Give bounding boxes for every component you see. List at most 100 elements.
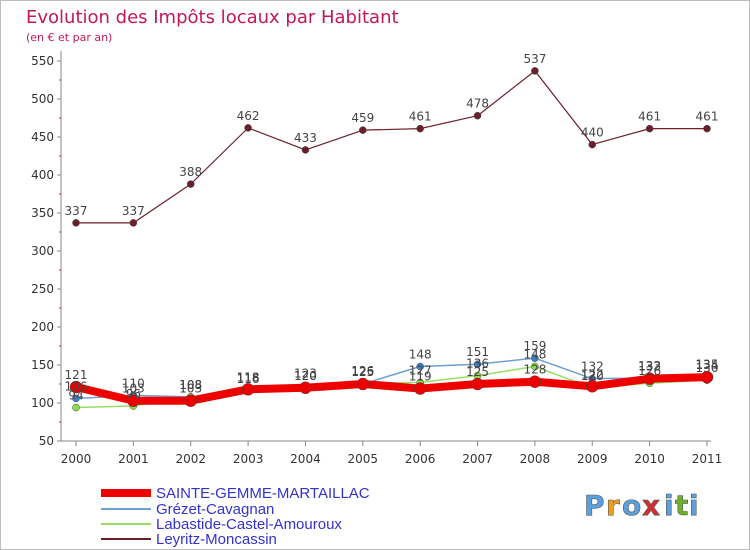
data-label-gr-zet-cavagnan: 118: [237, 370, 260, 384]
data-point-sainte-gemme-martaillac: [241, 383, 255, 396]
x-tick-label: 2008: [520, 452, 551, 466]
data-label-leyritz-moncassin: 461: [638, 110, 661, 124]
data-label-labastide-castel-amouroux: 148: [523, 348, 546, 362]
y-tick-label: 350: [31, 206, 54, 220]
data-point-sainte-gemme-martaillac: [69, 380, 83, 394]
data-point-leyritz-moncassin: [588, 140, 597, 149]
data-label-leyritz-moncassin: 388: [179, 165, 202, 179]
data-label-sainte-gemme-martaillac: 121: [65, 368, 88, 382]
y-tick-group: 50 100 150 200 250 300 350 400 450 500 550: [31, 54, 61, 448]
legend-label-labastide: Labastide-Castel-Amouroux: [156, 516, 342, 533]
logo-letter: t: [675, 489, 688, 522]
data-point-gr-zet-cavagnan: [72, 394, 80, 403]
y-tick-label: 150: [31, 358, 54, 372]
x-tick-label: 2003: [233, 452, 264, 466]
data-label-labastide-castel-amouroux: 120: [581, 369, 604, 383]
data-point-leyritz-moncassin: [72, 219, 80, 227]
data-label-sainte-gemme-martaillac: 134: [696, 358, 719, 372]
logo-letter: i: [664, 489, 674, 522]
series-line-sainte-gemme-martaillac: [72, 373, 711, 405]
y-tick-label: 100: [31, 396, 54, 410]
data-label-leyritz-moncassin: 459: [351, 111, 374, 125]
data-label-sainte-gemme-martaillac: 125: [466, 365, 489, 379]
data-label-leyritz-moncassin: 440: [581, 126, 604, 140]
data-point-sainte-gemme-martaillac: [413, 382, 427, 395]
data-label-labastide-castel-amouroux: 120: [294, 369, 317, 383]
series-group: [69, 67, 714, 412]
data-point-leyritz-moncassin: [129, 219, 138, 227]
x-tick-label: 2002: [175, 452, 206, 466]
y-tick-label: 50: [39, 434, 54, 448]
y-tick-label: 200: [31, 320, 54, 334]
x-tick-label: 2000: [61, 452, 92, 466]
data-label-labastide-castel-amouroux: 127: [409, 363, 432, 377]
data-point-labastide-castel-amouroux: [72, 403, 80, 412]
logo-letter: x: [642, 489, 660, 522]
data-point-sainte-gemme-martaillac: [299, 381, 312, 395]
y-tick-label: 550: [31, 54, 54, 68]
data-point-leyritz-moncassin: [244, 124, 252, 132]
y-tick-label: 400: [31, 168, 54, 182]
data-label-sainte-gemme-martaillac: 120: [294, 369, 317, 383]
x-tick-label: 2004: [290, 452, 321, 466]
data-label-sainte-gemme-martaillac: 128: [523, 363, 546, 377]
data-label-gr-zet-cavagnan: 135: [696, 357, 719, 371]
data-label-labastide-castel-amouroux: 108: [179, 378, 202, 392]
series-line-leyritz-moncassin: [75, 70, 708, 224]
data-point-leyritz-moncassin: [359, 126, 367, 134]
data-label-gr-zet-cavagnan: 133: [638, 359, 661, 373]
data-point-leyritz-moncassin: [645, 124, 654, 133]
data-label-leyritz-moncassin: 461: [409, 110, 432, 124]
chart-title: Evolution des Impôts locaux par Habitant: [26, 7, 399, 28]
data-label-leyritz-moncassin: 461: [696, 110, 719, 124]
data-point-leyritz-moncassin: [473, 111, 482, 120]
legend-label-leyritz: Leyritz-Moncassin: [156, 531, 277, 548]
data-label-sainte-gemme-martaillac: 103: [122, 382, 145, 396]
data-label-leyritz-moncassin: 478: [466, 97, 489, 111]
x-tick-label: 2010: [634, 452, 665, 466]
data-point-sainte-gemme-martaillac: [643, 372, 656, 385]
data-label-sainte-gemme-martaillac: 132: [638, 360, 661, 374]
data-point-gr-zet-cavagnan: [416, 362, 424, 371]
data-label-gr-zet-cavagnan: 106: [65, 379, 88, 393]
data-point-gr-zet-cavagnan: [531, 354, 539, 362]
data-label-gr-zet-cavagnan: 132: [581, 360, 604, 374]
data-label-labastide-castel-amouroux: 136: [466, 357, 489, 371]
data-point-leyritz-moncassin: [186, 180, 195, 188]
data-point-leyritz-moncassin: [416, 124, 424, 133]
data-label-sainte-gemme-martaillac: 122: [581, 367, 604, 381]
data-label-gr-zet-cavagnan: 123: [294, 367, 317, 381]
y-tick-label: 450: [31, 130, 54, 144]
x-tick-label: 2006: [405, 452, 436, 466]
data-point-leyritz-moncassin: [703, 124, 711, 133]
data-label-labastide-castel-amouroux: 126: [638, 364, 661, 378]
data-point-leyritz-moncassin: [531, 67, 539, 75]
data-label-gr-zet-cavagnan: 125: [351, 365, 374, 379]
data-label-labastide-castel-amouroux: 94: [68, 389, 83, 403]
legend-label-grezet: Grézet-Cavagnan: [156, 501, 274, 518]
data-label-labastide-castel-amouroux: 116: [237, 372, 260, 386]
x-tick-label: 2005: [348, 452, 379, 466]
legend-label-sainte-gemme: SAINTE-GEMME-MARTAILLAC: [156, 485, 370, 502]
data-point-sainte-gemme-martaillac: [528, 375, 542, 388]
y-tick-label: 250: [31, 282, 54, 296]
y-tick-label: 500: [31, 92, 54, 106]
data-point-sainte-gemme-martaillac: [586, 380, 599, 393]
data-label-leyritz-moncassin: 537: [523, 52, 546, 66]
series-line-gr-zet-cavagnan: [75, 357, 708, 400]
data-label-gr-zet-cavagnan: 159: [523, 339, 546, 353]
data-point-leyritz-moncassin: [301, 146, 310, 154]
data-point-labastide-castel-amouroux: [531, 362, 539, 371]
data-label-leyritz-moncassin: 337: [122, 204, 145, 218]
logo-letter: o: [622, 489, 641, 522]
data-label-leyritz-moncassin: 462: [237, 109, 260, 123]
data-point-sainte-gemme-martaillac: [471, 377, 484, 391]
data-label-labastide-castel-amouroux: 130: [696, 361, 719, 375]
x-tick-label: 2007: [462, 452, 493, 466]
y-tick-label: 300: [31, 244, 54, 258]
x-tick-group: 2000 2001 2002 2003 2004 2005 2006 2007 2008 2009…: [61, 441, 722, 466]
